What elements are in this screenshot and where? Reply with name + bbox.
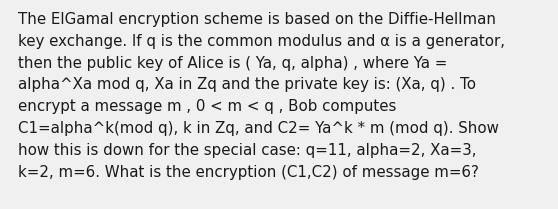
Text: k=2, m=6. What is the encryption (C1,C2) of message m=6?: k=2, m=6. What is the encryption (C1,C2)… bbox=[18, 165, 479, 180]
Text: C1=alpha^k(mod q), k in Zq, and C2= Ya^k * m (mod q). Show: C1=alpha^k(mod q), k in Zq, and C2= Ya^k… bbox=[18, 121, 499, 136]
Text: alpha^Xa mod q, Xa in Zq and the private key is: (Xa, q) . To: alpha^Xa mod q, Xa in Zq and the private… bbox=[18, 77, 476, 92]
Text: then the public key of Alice is ( Ya, q, alpha) , where Ya =: then the public key of Alice is ( Ya, q,… bbox=[18, 56, 448, 71]
Text: key exchange. If q is the common modulus and α is a generator,: key exchange. If q is the common modulus… bbox=[18, 34, 505, 49]
Text: encrypt a message m , 0 < m < q , Bob computes: encrypt a message m , 0 < m < q , Bob co… bbox=[18, 99, 396, 114]
Text: The ElGamal encryption scheme is based on the Diffie-Hellman: The ElGamal encryption scheme is based o… bbox=[18, 12, 496, 27]
Text: how this is down for the special case: q=11, alpha=2, Xa=3,: how this is down for the special case: q… bbox=[18, 143, 477, 158]
